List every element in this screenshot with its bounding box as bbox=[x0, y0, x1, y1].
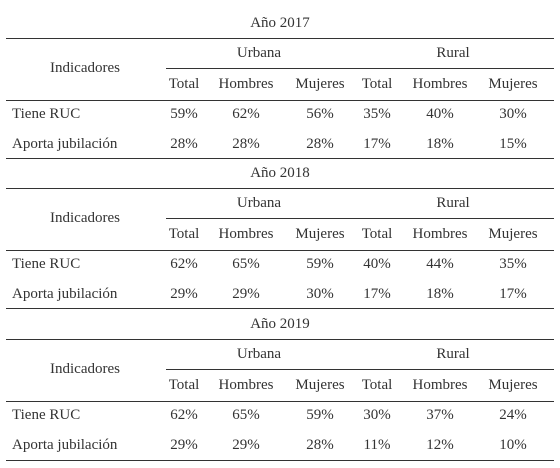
row-label: Tiene RUC bbox=[12, 407, 81, 423]
table-cell: 40% bbox=[426, 106, 454, 122]
column-header: Total bbox=[168, 377, 200, 393]
table-cell: 65% bbox=[232, 256, 260, 272]
table-cell: 29% bbox=[170, 437, 198, 453]
table-cell: 17% bbox=[363, 286, 391, 302]
row-label: Aporta jubilación bbox=[12, 286, 118, 302]
table-cell: 29% bbox=[170, 286, 198, 302]
divider-line bbox=[6, 401, 554, 402]
table-cell: 44% bbox=[426, 256, 454, 272]
column-header: Hombres bbox=[218, 226, 274, 242]
table-cell: 29% bbox=[232, 286, 260, 302]
table-cell: 37% bbox=[426, 407, 454, 423]
column-header: Hombres bbox=[218, 377, 274, 393]
table-cell: 62% bbox=[170, 407, 198, 423]
group-header: Rural bbox=[436, 195, 470, 211]
year-block: Año 2019 Indicadores Urbana Rural Total Hombr… bbox=[6, 301, 554, 461]
table-cell: 62% bbox=[170, 256, 198, 272]
column-header: Hombres bbox=[412, 76, 468, 92]
table-cell: 11% bbox=[363, 437, 391, 453]
column-header: Hombres bbox=[412, 226, 468, 242]
divider-line bbox=[6, 100, 554, 101]
table-cell: 59% bbox=[170, 106, 198, 122]
indicator-header: Indicadores bbox=[50, 60, 120, 76]
column-header: Mujeres bbox=[488, 76, 538, 92]
table-cell: 35% bbox=[363, 106, 391, 122]
year-block: Año 2017 Indicadores Urbana Rural Total Hombr… bbox=[6, 0, 554, 159]
group-header: Urbana bbox=[236, 45, 282, 61]
column-header: Mujeres bbox=[295, 377, 345, 393]
table-cell: 28% bbox=[170, 136, 198, 152]
column-header: Hombres bbox=[412, 377, 468, 393]
indicators-table: Año 2017 Indicadores Urbana Rural Total Hombr… bbox=[6, 0, 554, 461]
group-header: Rural bbox=[436, 45, 470, 61]
table-cell: 62% bbox=[232, 106, 260, 122]
column-header: Hombres bbox=[218, 76, 274, 92]
row-label: Aporta jubilación bbox=[12, 437, 118, 453]
table-cell: 30% bbox=[363, 407, 391, 423]
column-header: Total bbox=[361, 226, 393, 242]
column-header: Mujeres bbox=[488, 226, 538, 242]
divider-line bbox=[6, 250, 554, 251]
table-cell: 28% bbox=[306, 136, 334, 152]
divider-line bbox=[6, 339, 554, 340]
year-title: Año 2019 bbox=[250, 316, 310, 332]
table-cell: 15% bbox=[499, 136, 527, 152]
table-cell: 12% bbox=[426, 437, 454, 453]
table-cell: 30% bbox=[499, 106, 527, 122]
year-title: Año 2017 bbox=[250, 15, 310, 31]
row-label: Tiene RUC bbox=[12, 256, 81, 272]
year-block: Año 2018 Indicadores Urbana Rural Total Hombr… bbox=[6, 150, 554, 309]
table-cell: 56% bbox=[306, 106, 334, 122]
column-header: Mujeres bbox=[488, 377, 538, 393]
divider-line bbox=[166, 68, 554, 69]
table-cell: 17% bbox=[499, 286, 527, 302]
group-header: Rural bbox=[436, 346, 470, 362]
table-cell: 17% bbox=[363, 136, 391, 152]
indicator-header: Indicadores bbox=[50, 361, 120, 377]
column-header: Total bbox=[361, 76, 393, 92]
table-cell: 18% bbox=[426, 286, 454, 302]
divider-line bbox=[6, 308, 554, 309]
group-header: Urbana bbox=[236, 195, 282, 211]
divider-line bbox=[6, 158, 554, 159]
divider-line bbox=[166, 369, 554, 370]
divider-line bbox=[166, 218, 554, 219]
divider-line bbox=[6, 460, 554, 461]
column-header: Total bbox=[168, 76, 200, 92]
table-cell: 18% bbox=[426, 136, 454, 152]
table-cell: 10% bbox=[499, 437, 527, 453]
row-label: Aporta jubilación bbox=[12, 136, 118, 152]
table-cell: 30% bbox=[306, 286, 334, 302]
table-cell: 59% bbox=[306, 256, 334, 272]
table-cell: 29% bbox=[232, 437, 260, 453]
table-cell: 40% bbox=[363, 256, 391, 272]
column-header: Mujeres bbox=[295, 226, 345, 242]
year-title: Año 2018 bbox=[250, 165, 310, 181]
row-label: Tiene RUC bbox=[12, 106, 81, 122]
column-header: Mujeres bbox=[295, 76, 345, 92]
group-header: Urbana bbox=[236, 346, 282, 362]
table-cell: 28% bbox=[232, 136, 260, 152]
table-cell: 24% bbox=[499, 407, 527, 423]
divider-line bbox=[6, 188, 554, 189]
divider-line bbox=[6, 38, 554, 39]
table-cell: 65% bbox=[232, 407, 260, 423]
column-header: Total bbox=[168, 226, 200, 242]
indicator-header: Indicadores bbox=[50, 210, 120, 226]
table-cell: 59% bbox=[306, 407, 334, 423]
column-header: Total bbox=[361, 377, 393, 393]
table-cell: 28% bbox=[306, 437, 334, 453]
table-cell: 35% bbox=[499, 256, 527, 272]
